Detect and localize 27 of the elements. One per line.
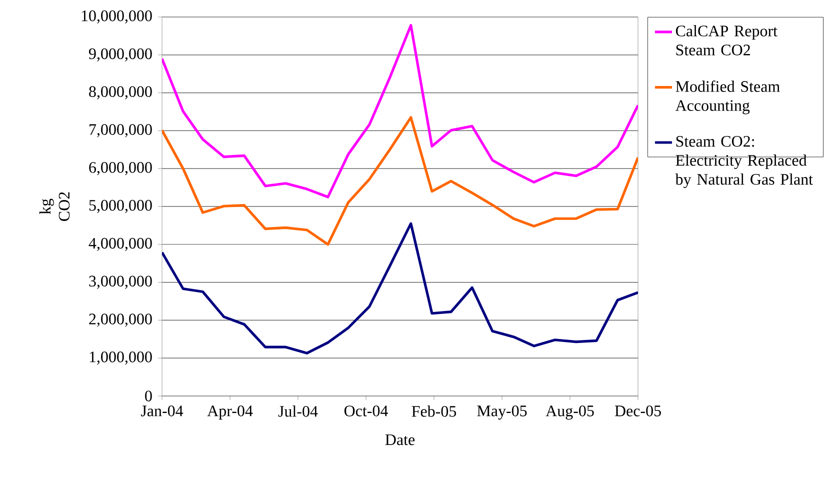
y-tick-label: 7,000,000 — [90, 124, 152, 138]
legend-label: Modified Steam Accounting — [675, 80, 780, 114]
line-series — [162, 24, 638, 198]
x-tick-label: Jan-04 — [141, 406, 184, 416]
y-tick-label: 2,000,000 — [89, 314, 152, 327]
legend-label: CalCAP Report Steam CO2 — [676, 25, 778, 56]
y-tick-label: 3,000,000 — [89, 276, 152, 289]
y-tick-label: 4,000,000 — [88, 238, 152, 251]
legend-label: Steam CO2: Electricity Replaced by Natural Gas Plant — [675, 136, 813, 188]
x-tick-label: Dec-05 — [614, 406, 661, 416]
y-tick-label: 5,000,000 — [89, 200, 152, 214]
y-tick-label: 1,000,000 — [90, 352, 152, 365]
line-series — [162, 116, 638, 246]
x-tick-label: Feb-05 — [412, 406, 456, 417]
x-tick-label: Apr-04 — [207, 406, 253, 420]
x-tick-label: Oct-04 — [344, 406, 388, 416]
y-tick-label: 0 — [145, 390, 152, 402]
x-axis-title: Date — [385, 434, 415, 446]
y-tick-label: 6,000,000 — [89, 162, 152, 176]
line-series — [162, 222, 638, 354]
x-tick-label: Jul-04 — [278, 406, 318, 417]
x-tick-label: May-05 — [477, 406, 527, 420]
y-tick-label: 8,000,000 — [89, 86, 152, 100]
y-tick-label: 9,000,000 — [88, 48, 152, 62]
y-tick-label: 10,000,000 — [82, 10, 152, 24]
x-tick-label: Aug-05 — [546, 406, 594, 420]
y-axis-title: kg CO2 — [39, 192, 70, 221]
